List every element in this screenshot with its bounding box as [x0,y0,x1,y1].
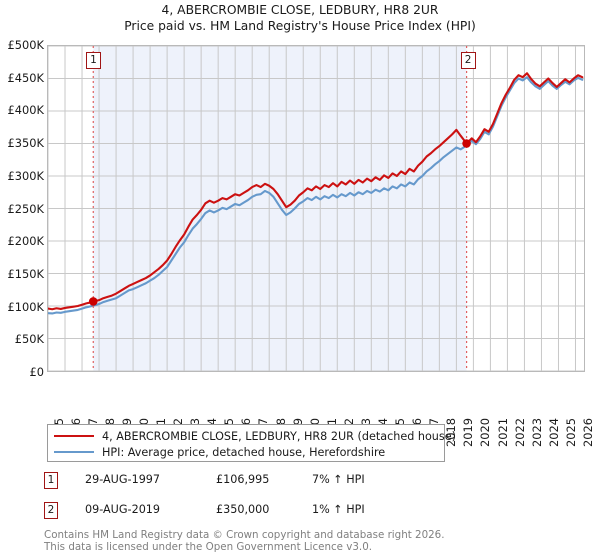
x-tick-label: 2022 [512,418,527,447]
x-axis-labels: 1995199619971998199920002001200220032004… [47,374,595,447]
y-tick-label: £500K [7,38,44,52]
grid-lines [48,46,584,371]
price-history-linechart [48,46,584,371]
chart-title-block: 4, ABERCROMBIE CLOSE, LEDBURY, HR8 2UR P… [0,2,600,35]
x-tick-label: 2019 [461,418,476,447]
footer-line-1: Contains HM Land Registry data © Crown c… [44,529,445,541]
page-title: 4, ABERCROMBIE CLOSE, LEDBURY, HR8 2UR [161,3,439,17]
transaction-price-2: £350,000 [216,503,270,516]
transaction-price-1: £106,995 [216,473,270,486]
y-tick-label: £0 [29,365,45,379]
transaction-badge-1: 1 [44,472,58,489]
x-tick-label: 2021 [495,418,510,447]
legend-label-property: 4, ABERCROMBIE CLOSE, LEDBURY, HR8 2UR (… [102,429,456,443]
transaction-row[interactable]: 1 29-AUG-1997 £106,995 7% ↑ HPI [44,470,464,500]
event-dots [88,139,471,306]
legend-swatch-property [54,435,94,437]
event-marker-box-1[interactable]: 1 [85,52,101,69]
legend-item-property: 4, ABERCROMBIE CLOSE, LEDBURY, HR8 2UR (… [54,428,456,444]
y-tick-label: £200K [7,234,44,249]
x-tick-label: 2025 [563,418,578,447]
transaction-list: 1 29-AUG-1997 £106,995 7% ↑ HPI 2 09-AUG… [44,470,464,530]
footer-line-2: This data is licensed under the Open Gov… [44,540,373,553]
transaction-badge-2: 2 [44,502,58,519]
y-axis-labels: £0 £50K £100K £150K £200K £250K £300K £350K £400… [0,38,44,379]
legend-swatch-hpi [54,451,94,453]
transaction-date-2: 09-AUG-2019 [85,503,161,516]
y-tick-label: £400K [7,103,44,118]
y-tick-label: £300K [7,168,44,183]
series-lines [48,73,582,313]
x-tick-label: 2026 [580,418,595,447]
transaction-hpi-delta-1: 7% ↑ HPI [312,473,365,486]
x-tick-label: 2020 [478,418,493,447]
y-tick-label: £50K [14,332,44,347]
y-tick-label: £350K [7,136,44,151]
y-tick-label: £100K [7,299,44,314]
event-vertical-lines [93,46,466,371]
y-tick-label: £150K [7,266,44,281]
y-tick-label: £250K [7,201,44,216]
x-tick-label: 2024 [546,418,561,447]
transaction-date-1: 29-AUG-1997 [85,473,161,486]
y-tick-label: £450K [7,70,44,85]
page-subtitle: Price paid vs. HM Land Registry's House … [124,19,476,33]
legend-item-hpi: HPI: Average price, detached house, Here… [54,444,438,460]
x-tick-label: 2023 [529,418,544,447]
footer-attribution: Contains HM Land Registry data © Crown c… [44,529,584,553]
transaction-hpi-delta-2: 1% ↑ HPI [312,503,365,516]
event-marker-box-2[interactable]: 2 [460,52,476,69]
legend-label-hpi: HPI: Average price, detached house, Here… [102,445,386,459]
transaction-row[interactable]: 2 09-AUG-2019 £350,000 1% ↑ HPI [44,500,464,530]
chart-legend: 4, ABERCROMBIE CLOSE, LEDBURY, HR8 2UR (… [47,424,456,462]
